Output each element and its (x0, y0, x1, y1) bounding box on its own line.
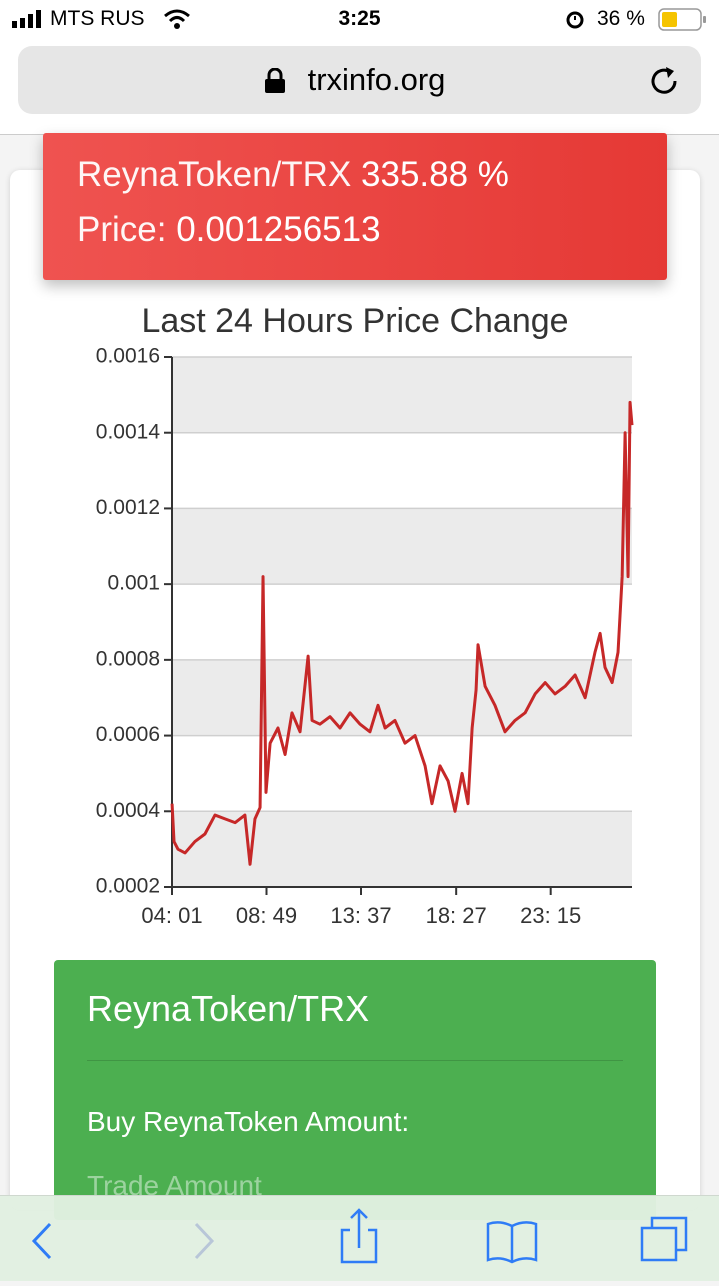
status-bar: MTS RUS 3:25 36 % (0, 0, 719, 40)
x-tick-label: 23: 15 (520, 903, 581, 928)
clock: 3:25 (338, 7, 381, 30)
reload-button[interactable] (648, 64, 682, 98)
trade-pair: ReynaToken/TRX (87, 988, 370, 1029)
browser-bar: trxinfo.org (0, 40, 719, 135)
lock-icon (265, 68, 285, 93)
tabs-button[interactable] (640, 1216, 688, 1262)
x-tick-label: 08: 49 (236, 903, 297, 928)
toolbar (0, 1195, 719, 1281)
y-tick-label: 0.0004 (96, 799, 161, 822)
address-bar[interactable]: trxinfo.org (18, 46, 701, 114)
wifi-icon (164, 9, 190, 29)
plot-band (172, 508, 632, 585)
forward-button[interactable] (194, 1222, 215, 1260)
buy-label: Buy ReynaToken Amount: (87, 1106, 410, 1137)
url: trxinfo.org (307, 62, 446, 97)
y-tick-label: 0.001 (107, 572, 160, 595)
price-label: Price: (77, 210, 167, 249)
pair: ReynaToken/TRX (77, 155, 352, 194)
share-button[interactable] (340, 1208, 378, 1264)
toolbar-icons (31, 1208, 688, 1264)
y-tick-label: 0.0012 (96, 496, 160, 519)
y-tick-label: 0.0006 (96, 723, 160, 746)
plot-band (172, 357, 632, 433)
x-tick-label: 13: 37 (330, 903, 391, 928)
plot-band (172, 432, 632, 509)
alarm-icon (566, 11, 584, 29)
price-header: ReynaToken/TRX 335.88 % Price: 0.0012565… (43, 133, 667, 280)
price-line (170, 400, 634, 866)
signal-icon (12, 10, 41, 28)
divider (87, 1060, 623, 1061)
plot-band (172, 735, 632, 812)
back-button[interactable] (31, 1222, 52, 1260)
battery-percent: 36 % (597, 7, 645, 30)
y-tick-label: 0.0016 (96, 345, 160, 368)
y-tick-label: 0.0002 (96, 875, 160, 898)
y-tick-label: 0.0008 (96, 647, 160, 670)
y-tick-label: 0.0014 (96, 420, 161, 443)
x-tick-label: 04: 01 (141, 903, 202, 928)
battery-icon (658, 8, 706, 31)
plot-band (172, 584, 632, 660)
chart: Last 24 Hours Price Change 0.0002 0.0004 0… (96, 302, 634, 928)
trade-card: ReynaToken/TRX Buy ReynaToken Amount: Tr… (54, 960, 656, 1220)
x-tick-label: 18: 27 (426, 903, 487, 928)
bookmarks-button[interactable] (486, 1221, 538, 1264)
chart-title: Last 24 Hours Price Change (141, 302, 568, 340)
carrier: MTS RUS (50, 7, 145, 30)
price: 0.001256513 (176, 210, 381, 249)
plot-band (172, 811, 632, 887)
plot-band (172, 659, 632, 736)
change: 335.88 % (361, 155, 509, 194)
